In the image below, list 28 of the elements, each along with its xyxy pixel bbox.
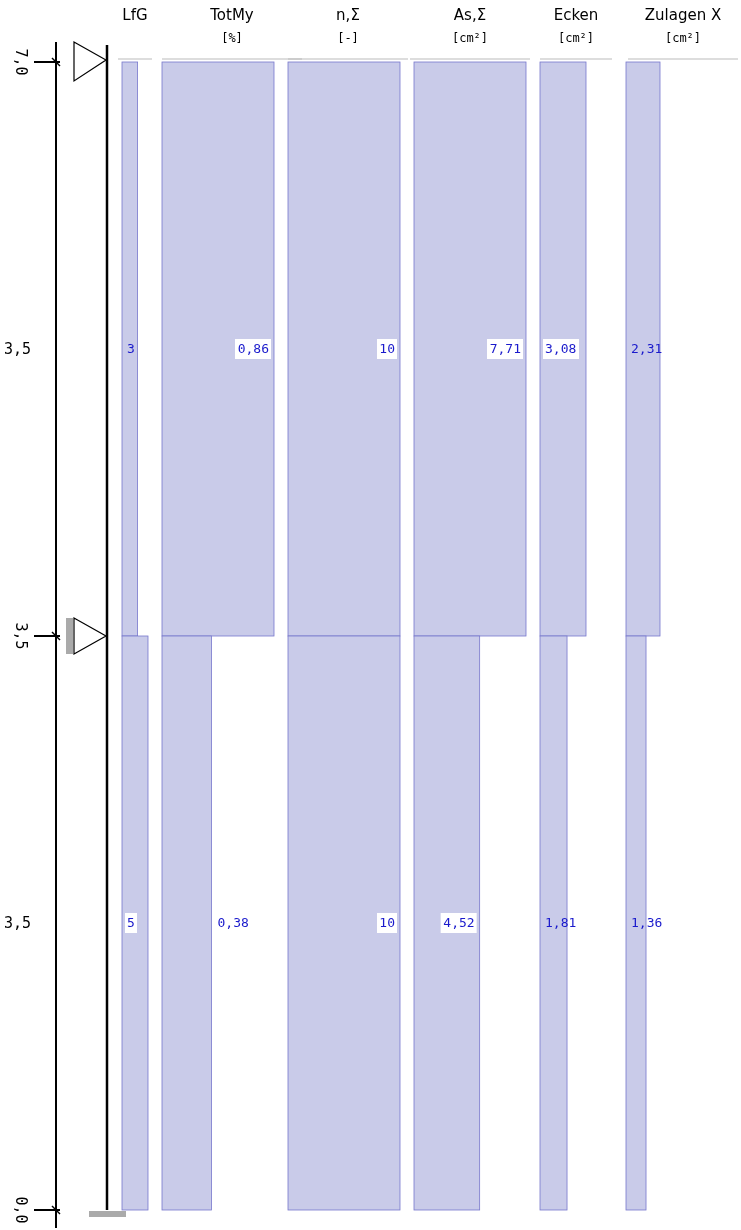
chart-title: n,Σ [336, 6, 360, 24]
chart-subtitle: [cm²] [451, 31, 489, 45]
data-label: 1,36 [631, 914, 663, 930]
chart-title: Zulagen X [644, 6, 722, 24]
text: 3,5 [4, 339, 32, 358]
data-label: 10 [379, 340, 395, 356]
text: 3,5 [4, 913, 32, 932]
data-label: 3 [127, 340, 135, 356]
chart-title: LfG [122, 6, 148, 24]
data-label: 10 [379, 914, 395, 930]
chart-title: Ecken [553, 6, 599, 24]
chart-subtitle: [%] [221, 31, 243, 45]
data-label: 3,08 [545, 340, 577, 356]
text: 0,0 [11, 1196, 30, 1224]
data-label: 2,31 [631, 340, 663, 356]
data-label: 5 [127, 914, 135, 930]
data-label: 1,81 [545, 914, 577, 930]
data-label: 0,38 [217, 914, 249, 930]
chart-subtitle: [cm²] [664, 31, 702, 45]
chart-title: As,Σ [453, 6, 487, 24]
text: 7,0 [11, 48, 30, 76]
data-label: 7,71 [489, 340, 521, 356]
chart-title: TotMy [209, 6, 254, 24]
chart-subtitle: [-] [337, 31, 359, 45]
data-label: 4,52 [443, 914, 475, 930]
text: 3,5 [11, 622, 30, 650]
data-label: 0,86 [237, 340, 269, 356]
chart-subtitle: [cm²] [557, 31, 595, 45]
